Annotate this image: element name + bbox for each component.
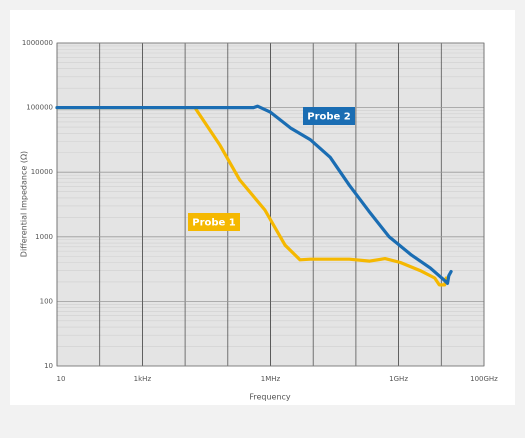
- y-axis-label: Differential Impedance (Ω): [20, 151, 29, 257]
- y-tick-label: 1000: [35, 233, 53, 241]
- y-tick-label: 10: [44, 362, 53, 370]
- x-tick-label: 1GHz: [389, 375, 408, 383]
- y-tick-label: 10000: [31, 168, 53, 176]
- y-tick-label: 100: [40, 297, 53, 305]
- plot-border: [56, 42, 485, 367]
- series-label-box: [303, 107, 355, 125]
- x-tick-label: 1MHz: [261, 375, 281, 383]
- x-tick-label: 10: [57, 375, 66, 383]
- series-label: Probe 2: [307, 112, 351, 123]
- y-tick-label: 1000000: [22, 39, 53, 47]
- x-tick-label: 1kHz: [134, 375, 152, 383]
- x-axis-label: Frequency: [249, 393, 291, 402]
- series-line: [55, 104, 453, 285]
- y-tick-label: 100000: [26, 104, 53, 112]
- series-label: Probe 1: [192, 218, 236, 229]
- series-label-box: [188, 213, 240, 231]
- series-line: [55, 105, 448, 287]
- x-tick-label: 100GHz: [470, 375, 498, 383]
